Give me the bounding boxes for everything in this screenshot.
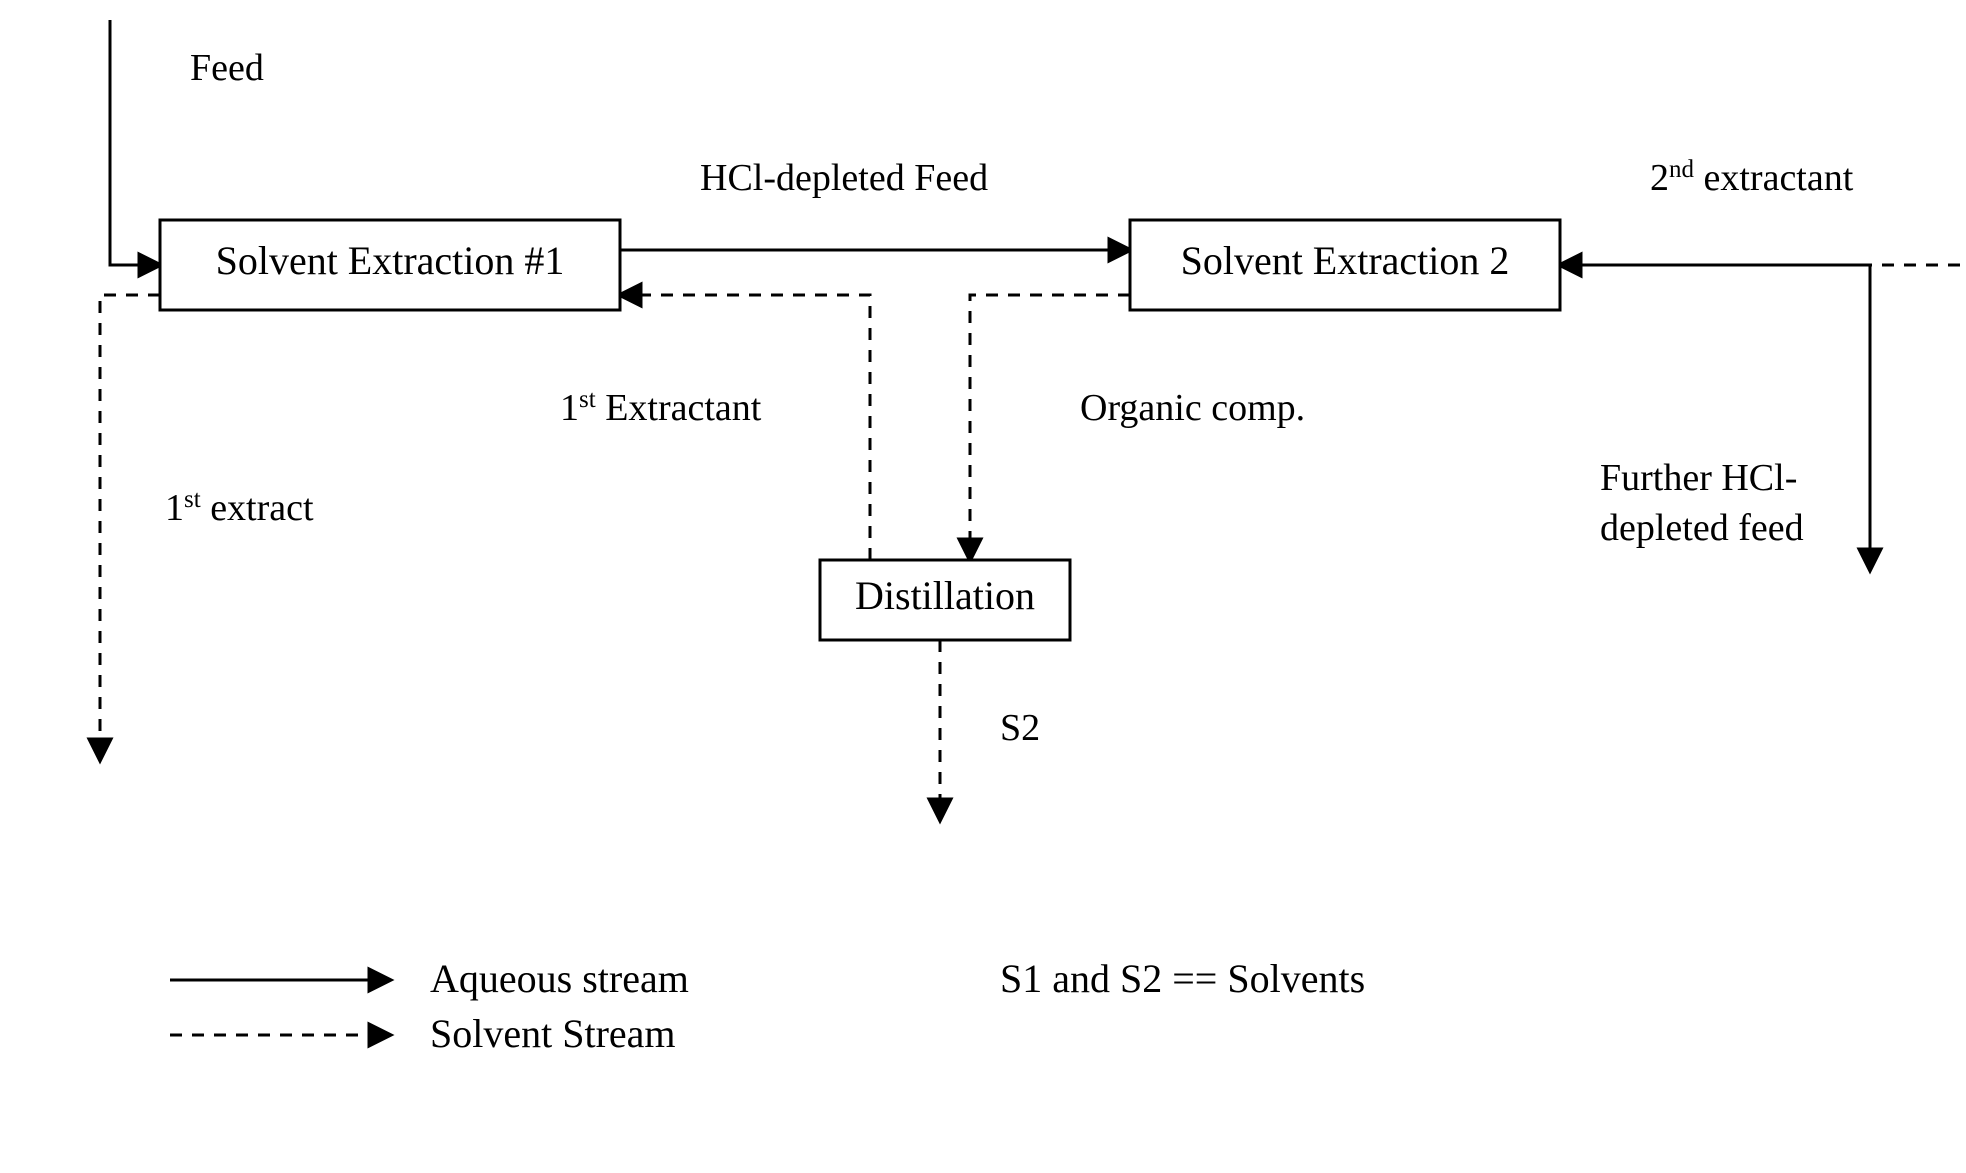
node-label-dist: Distillation [855, 573, 1035, 618]
label-further2: depleted feed [1600, 507, 1804, 549]
label-first_extract: 1st extract [165, 486, 314, 530]
label-first_extr: 1st Extractant [560, 386, 762, 430]
legend-label-dashed: Solvent Stream [430, 1011, 676, 1056]
label-s2: S2 [1000, 707, 1040, 749]
node-label-se2: Solvent Extraction 2 [1181, 238, 1510, 283]
legend-label-solid: Aqueous stream [430, 956, 689, 1001]
label-organic: Organic comp. [1080, 387, 1305, 429]
label-hcl_depleted: HCl-depleted Feed [700, 157, 988, 199]
label-further1: Further HCl- [1600, 457, 1797, 499]
label-feed: Feed [190, 47, 264, 89]
label-second_extr: 2nd extractant [1650, 156, 1854, 200]
node-label-se1: Solvent Extraction #1 [216, 238, 565, 283]
edge-se1_to_ext [100, 295, 160, 760]
edge-feed_in [110, 20, 160, 265]
legend-note: S1 and S2 == Solvents [1000, 956, 1365, 1001]
